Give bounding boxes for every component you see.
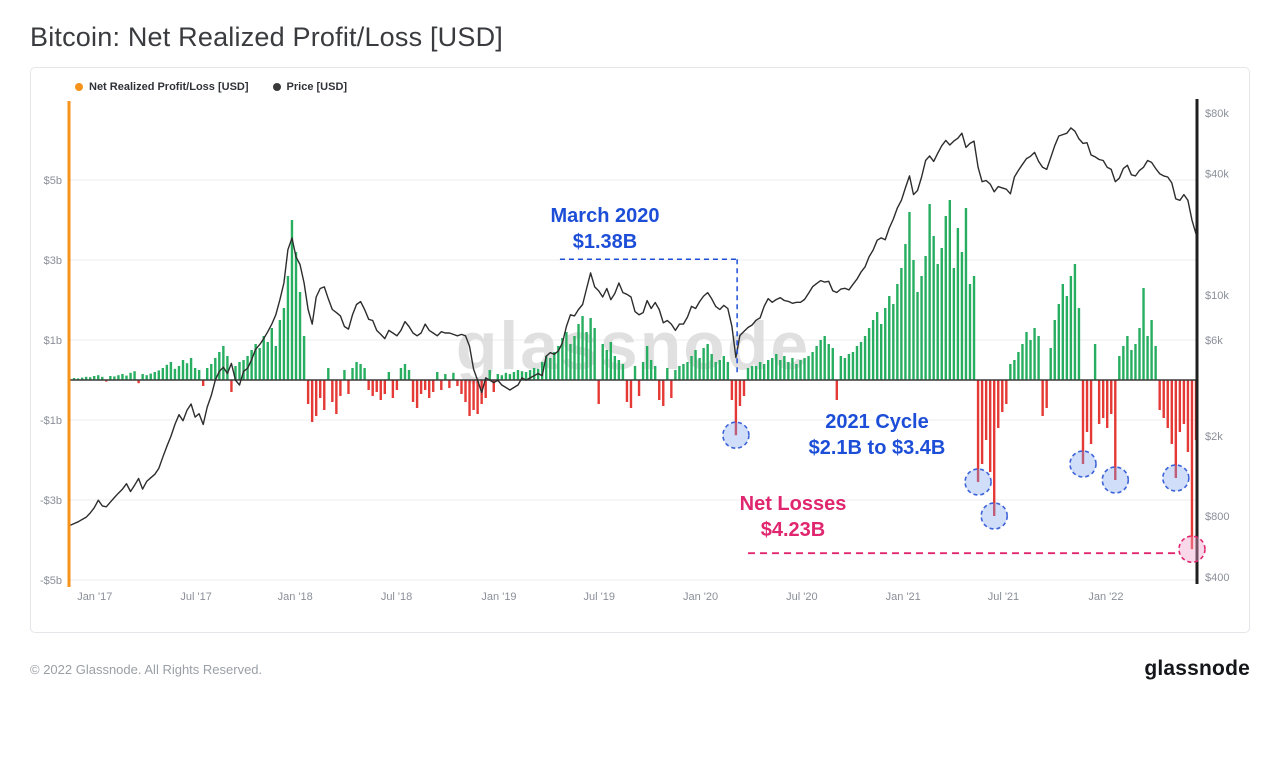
svg-text:$80k: $80k bbox=[1205, 108, 1229, 120]
svg-text:$5b: $5b bbox=[44, 175, 62, 187]
svg-text:-$3b: -$3b bbox=[40, 495, 62, 507]
page-title: Bitcoin: Net Realized Profit/Loss [USD] bbox=[30, 22, 503, 52]
glassnode-logo: glassnode bbox=[1144, 657, 1250, 680]
svg-text:Jul '20: Jul '20 bbox=[786, 591, 817, 603]
annotation-net-losses-title: Net Losses bbox=[739, 493, 847, 515]
chart-legend: Net Realized Profit/Loss [USD] Price [US… bbox=[31, 68, 1249, 97]
annotation-net-losses: Net Losses $4.23B bbox=[709, 491, 877, 543]
svg-text:$2k: $2k bbox=[1205, 431, 1223, 443]
watermark: glassnode bbox=[456, 308, 810, 384]
svg-text:$6k: $6k bbox=[1205, 335, 1223, 347]
legend-label-price: Price [USD] bbox=[286, 81, 348, 93]
annotation-2021-cycle: 2021 Cycle $2.1B to $3.4B bbox=[779, 409, 975, 461]
chart-card: Net Realized Profit/Loss [USD] Price [US… bbox=[30, 67, 1250, 633]
legend-dot-net-realized bbox=[75, 83, 83, 91]
chart-canvas: $5b $3b $1b -$1b -$3b -$5b $80k $40k $10k $6k $2k $… bbox=[40, 99, 1229, 603]
svg-text:Jul '17: Jul '17 bbox=[180, 591, 211, 603]
copyright-text: © 2022 Glassnode. All Rights Reserved. bbox=[30, 661, 263, 677]
annotation-march-2020-title: March 2020 bbox=[550, 205, 660, 227]
svg-text:Jan '21: Jan '21 bbox=[886, 591, 921, 603]
svg-text:-$5b: -$5b bbox=[40, 575, 62, 587]
svg-text:Jan '18: Jan '18 bbox=[278, 591, 313, 603]
svg-text:Jan '19: Jan '19 bbox=[481, 591, 516, 603]
annotation-march-2020-value: $1.38B bbox=[572, 231, 638, 253]
svg-text:-$1b: -$1b bbox=[40, 415, 62, 427]
svg-text:Jul '18: Jul '18 bbox=[381, 591, 412, 603]
svg-text:$400: $400 bbox=[1205, 572, 1229, 584]
svg-text:$3b: $3b bbox=[44, 255, 62, 267]
svg-text:$10k: $10k bbox=[1205, 290, 1229, 302]
annotation-2021-cycle-title: 2021 Cycle bbox=[825, 411, 929, 433]
chart-area: $5b $3b $1b -$1b -$3b -$5b $80k $40k $10k $6k $2k $… bbox=[31, 97, 1249, 632]
annotation-march-2020: March 2020 $1.38B bbox=[519, 203, 691, 255]
svg-text:$800: $800 bbox=[1205, 511, 1229, 523]
svg-text:$40k: $40k bbox=[1205, 169, 1229, 181]
annotation-net-losses-value: $4.23B bbox=[760, 519, 826, 541]
legend-item-price[interactable]: Price [USD] bbox=[272, 81, 348, 93]
svg-text:$1b: $1b bbox=[44, 335, 62, 347]
svg-text:Jan '22: Jan '22 bbox=[1088, 591, 1123, 603]
legend-dot-price bbox=[272, 83, 281, 91]
page-footer: © 2022 Glassnode. All Rights Reserved. g… bbox=[30, 657, 1250, 681]
annotation-2021-cycle-value: $2.1B to $3.4B bbox=[808, 437, 946, 459]
svg-text:Jan '17: Jan '17 bbox=[77, 591, 112, 603]
svg-text:Jul '21: Jul '21 bbox=[988, 591, 1019, 603]
legend-item-net-realized[interactable]: Net Realized Profit/Loss [USD] bbox=[75, 81, 249, 93]
svg-text:Jul '19: Jul '19 bbox=[583, 591, 614, 603]
legend-label-net-realized: Net Realized Profit/Loss [USD] bbox=[89, 81, 249, 93]
page: Bitcoin: Net Realized Profit/Loss [USD] … bbox=[0, 22, 1280, 681]
svg-text:Jan '20: Jan '20 bbox=[683, 591, 718, 603]
